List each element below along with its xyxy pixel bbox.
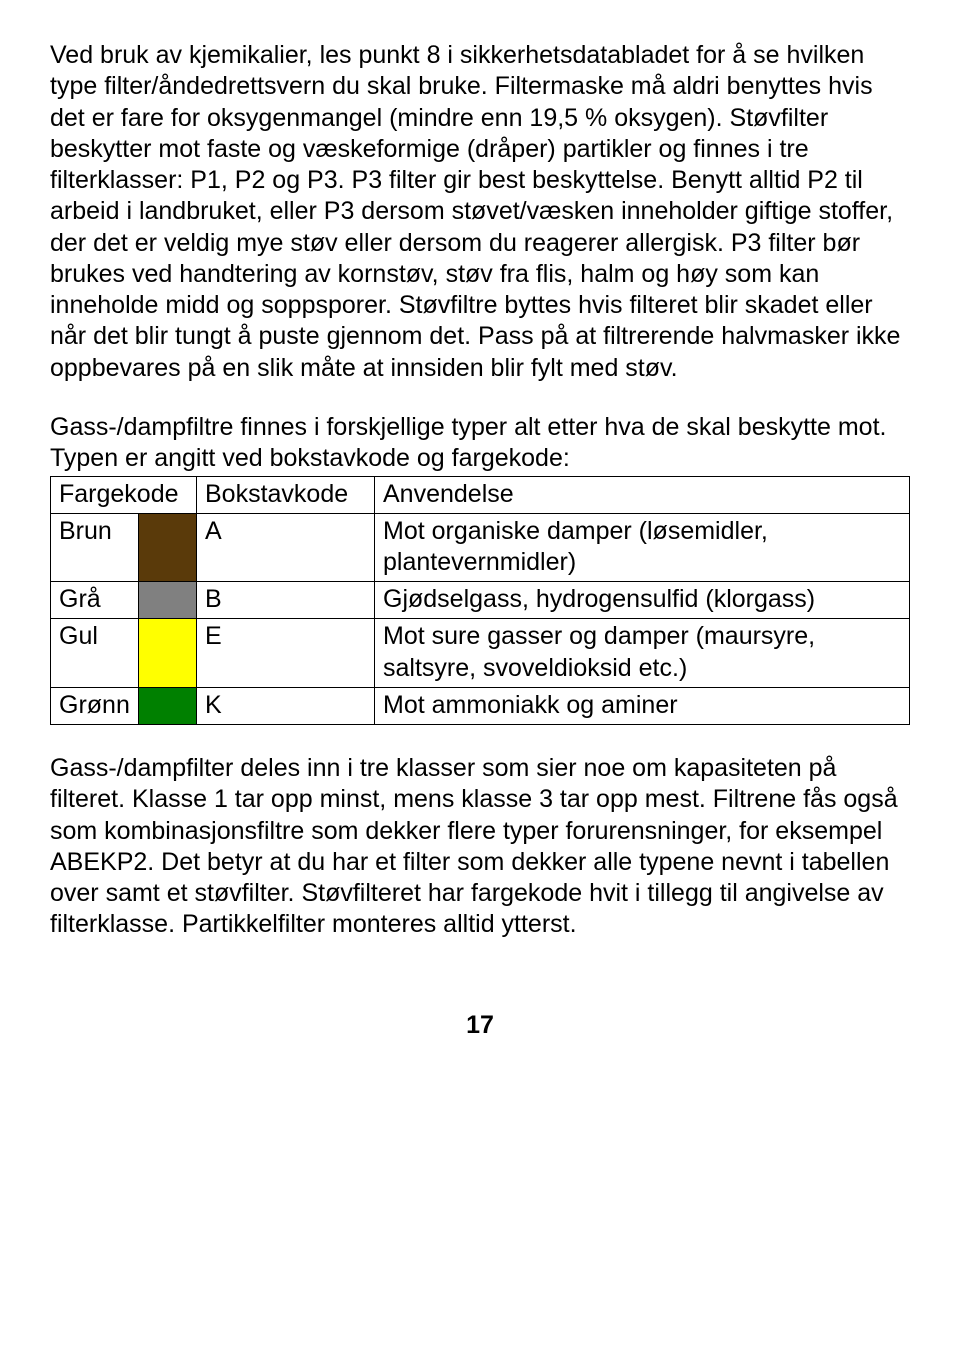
color-name: Brun — [51, 513, 139, 582]
header-bokstavkode: Bokstavkode — [197, 477, 375, 513]
filter-table: Fargekode Bokstavkode Anvendelse Brun A … — [50, 476, 910, 725]
header-fargekode: Fargekode — [51, 477, 197, 513]
letter-code: B — [197, 582, 375, 619]
table-row: Grå B Gjødselgass, hydrogensulfid (klorg… — [51, 582, 910, 619]
paragraph-1: Ved bruk av kjemikalier, les punkt 8 i s… — [50, 40, 910, 384]
letter-code: A — [197, 513, 375, 582]
usage: Mot sure gasser og damper (maursyre, sal… — [375, 619, 910, 688]
table-row: Brun A Mot organiske damper (løsemidler,… — [51, 513, 910, 582]
document-page: Ved bruk av kjemikalier, les punkt 8 i s… — [0, 0, 960, 1070]
usage: Mot organiske damper (løsemidler, plante… — [375, 513, 910, 582]
paragraph-3: Gass-/dampfilter deles inn i tre klasser… — [50, 753, 910, 941]
usage: Mot ammoniakk og aminer — [375, 687, 910, 724]
paragraph-2: Gass-/dampfiltre finnes i forskjellige t… — [50, 412, 910, 475]
color-swatch — [139, 513, 197, 582]
header-anvendelse: Anvendelse — [375, 477, 910, 513]
color-swatch — [139, 582, 197, 619]
color-name: Grønn — [51, 687, 139, 724]
color-swatch — [139, 619, 197, 688]
color-name: Grå — [51, 582, 139, 619]
usage: Gjødselgass, hydrogensulfid (klorgass) — [375, 582, 910, 619]
table-header-row: Fargekode Bokstavkode Anvendelse — [51, 477, 910, 513]
page-number: 17 — [50, 1011, 910, 1040]
table-row: Grønn K Mot ammoniakk og aminer — [51, 687, 910, 724]
table-row: Gul E Mot sure gasser og damper (maursyr… — [51, 619, 910, 688]
color-swatch — [139, 687, 197, 724]
color-name: Gul — [51, 619, 139, 688]
letter-code: E — [197, 619, 375, 688]
letter-code: K — [197, 687, 375, 724]
